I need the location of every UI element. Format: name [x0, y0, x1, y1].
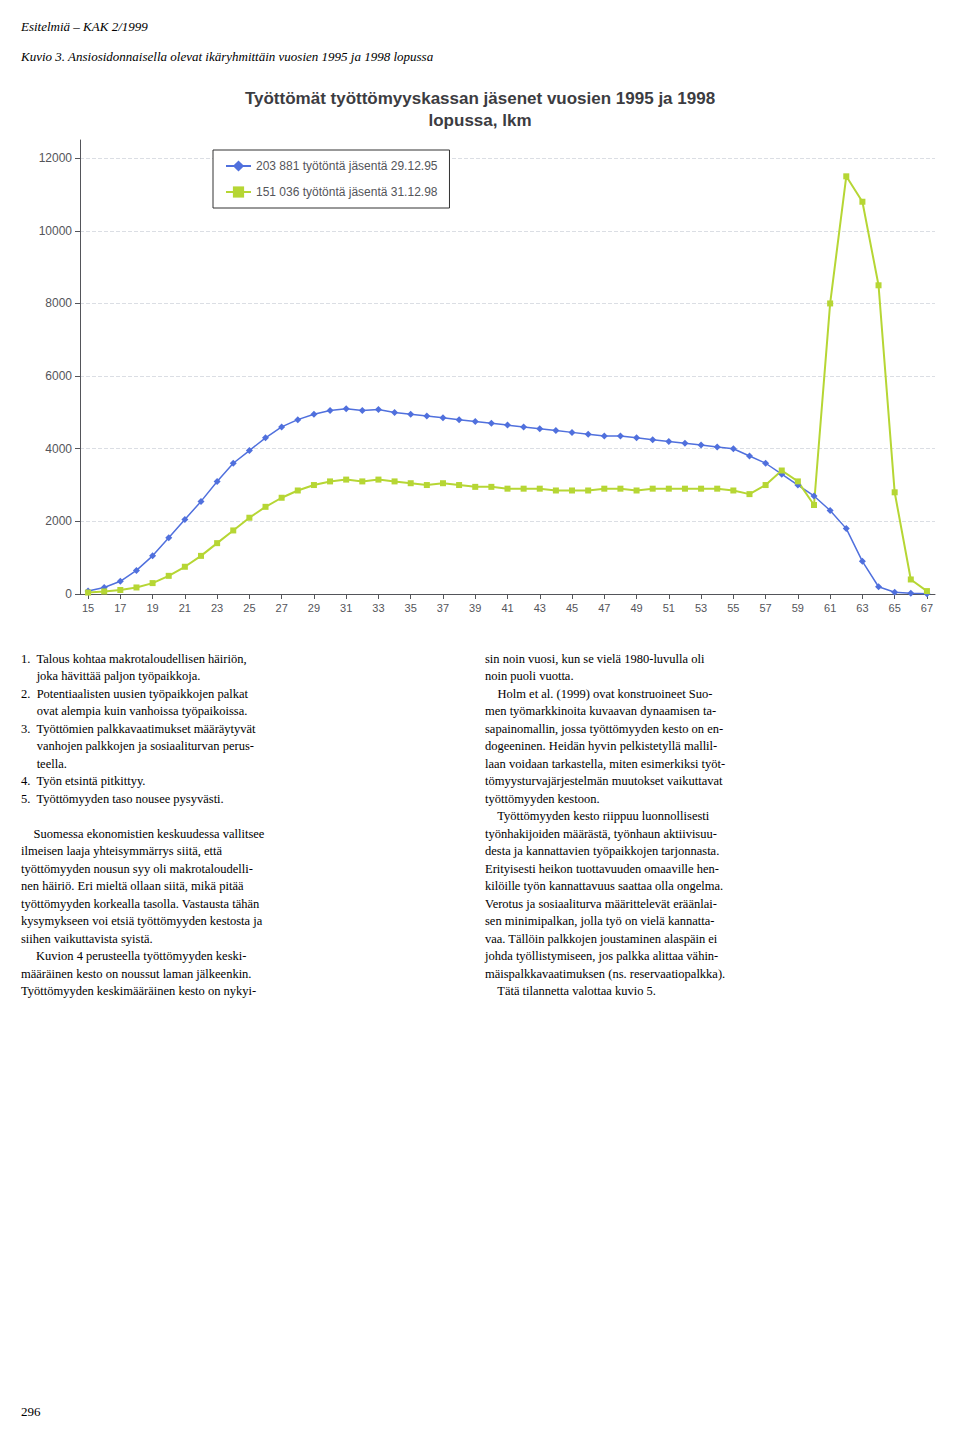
- svg-text:joka hävittää paljon työpaikko: joka hävittää paljon työpaikkoja.: [21, 669, 200, 683]
- svg-text:Kuvio 3. Ansiosidonnaisella ol: Kuvio 3. Ansiosidonnaisella olevat ikäry…: [20, 49, 434, 64]
- svg-text:21: 21: [179, 602, 191, 614]
- svg-text:tömyysturvajärjestelmän muutok: tömyysturvajärjestelmän muutokset vaikut…: [485, 774, 723, 788]
- svg-text:noin puoli vuotta.: noin puoli vuotta.: [485, 669, 574, 683]
- svg-text:nen häiriö. Eri mieltä ollaan: nen häiriö. Eri mieltä ollaan siitä, mik…: [21, 879, 244, 893]
- svg-text:35: 35: [405, 602, 417, 614]
- svg-text:8000: 8000: [45, 296, 72, 310]
- svg-text:Työttömyyden keskimääräinen ke: Työttömyyden keskimääräinen kesto on nyk…: [21, 984, 256, 998]
- svg-text:sapainomallin, jossa työttömyy: sapainomallin, jossa työttömyyden kesto …: [485, 722, 723, 736]
- svg-text:desta ja kannattavien työpaikk: desta ja kannattavien työpaikkojen tarjo…: [485, 844, 719, 858]
- svg-text:dogeeninen. Heidän hyvin pelki: dogeeninen. Heidän hyvin pelkistetyllä m…: [485, 739, 717, 753]
- svg-text:47: 47: [598, 602, 610, 614]
- svg-text:41: 41: [501, 602, 513, 614]
- svg-text:296: 296: [21, 1404, 41, 1419]
- svg-text:kilöille työn kannattavuus saa: kilöille työn kannattavuus saattaa olla …: [485, 879, 723, 893]
- svg-text:laan voidaan tarkastella, mite: laan voidaan tarkastella, miten esimerki…: [485, 757, 725, 771]
- svg-text:61: 61: [824, 602, 836, 614]
- svg-text:siihen vaikuttavista syistä.: siihen vaikuttavista syistä.: [21, 932, 153, 946]
- svg-text:Tätä tilannetta valottaa kuvio: Tätä tilannetta valottaa kuvio 5.: [485, 984, 656, 998]
- svg-text:67: 67: [921, 602, 933, 614]
- svg-text:Kuvion 4 perusteella työttömyy: Kuvion 4 perusteella työttömyyden keski-: [21, 949, 246, 963]
- svg-text:sin noin vuosi, kun se vielä 1: sin noin vuosi, kun se vielä 1980-luvull…: [485, 652, 705, 666]
- svg-text:23: 23: [211, 602, 223, 614]
- svg-text:1. Talous kohtaa makrotaloude: 1. Talous kohtaa makrotaloudellisen häir…: [21, 652, 247, 666]
- svg-text:19: 19: [146, 602, 158, 614]
- svg-text:6000: 6000: [45, 369, 72, 383]
- svg-text:151 036 työtöntä jäsentä 31.12: 151 036 työtöntä jäsentä 31.12.98: [256, 185, 438, 199]
- svg-text:sen minimipalkan, jolla työ on: sen minimipalkan, jolla työ on vielä kan…: [485, 914, 714, 928]
- svg-text:lopussa, lkm: lopussa, lkm: [429, 111, 532, 130]
- svg-text:39: 39: [469, 602, 481, 614]
- svg-text:kysymykseen voi etsiä työttömy: kysymykseen voi etsiä työttömyyden kesto…: [21, 914, 263, 928]
- svg-text:59: 59: [792, 602, 804, 614]
- svg-text:57: 57: [759, 602, 771, 614]
- svg-text:ovat alempia kuin vanhoissa ty: ovat alempia kuin vanhoissa työpaikoissa…: [21, 704, 247, 718]
- svg-text:31: 31: [340, 602, 352, 614]
- svg-text:johda työllistymiseen, jos pal: johda työllistymiseen, jos palkka alitta…: [484, 949, 718, 963]
- svg-text:10000: 10000: [39, 224, 73, 238]
- svg-text:17: 17: [114, 602, 126, 614]
- svg-text:203 881 työtöntä jäsentä 29.12: 203 881 työtöntä jäsentä 29.12.95: [256, 159, 438, 173]
- svg-text:teella.: teella.: [21, 757, 67, 771]
- svg-text:29: 29: [308, 602, 320, 614]
- svg-text:4. Työn etsintä pitkittyy.: 4. Työn etsintä pitkittyy.: [21, 774, 145, 788]
- svg-text:vanhojen palkkojen ja sosiaali: vanhojen palkkojen ja sosiaaliturvan per…: [21, 739, 254, 753]
- svg-text:5. Työttömyyden taso nousee p: 5. Työttömyyden taso nousee pysyvästi.: [21, 792, 224, 806]
- svg-text:27: 27: [276, 602, 288, 614]
- svg-text:37: 37: [437, 602, 449, 614]
- svg-text:Holm et al. (1999) ovat konstr: Holm et al. (1999) ovat konstruoineet Su…: [485, 687, 712, 701]
- svg-text:49: 49: [630, 602, 642, 614]
- svg-text:mäispalkkavaatimuksen (ns. res: mäispalkkavaatimuksen (ns. reservaatiopa…: [485, 967, 725, 981]
- svg-text:53: 53: [695, 602, 707, 614]
- svg-text:Esitelmiä – KAK 2/1999: Esitelmiä – KAK 2/1999: [20, 19, 148, 34]
- svg-text:men työmarkkinoita kuvaavan dy: men työmarkkinoita kuvaavan dynaamisen t…: [485, 704, 716, 718]
- svg-text:0: 0: [65, 587, 72, 601]
- svg-text:43: 43: [534, 602, 546, 614]
- svg-text:15: 15: [82, 602, 94, 614]
- svg-text:3. Työttömien palkkavaatimuks: 3. Työttömien palkkavaatimukset määräyty…: [21, 722, 256, 736]
- svg-text:Työttömyyden kesto riippuu luo: Työttömyyden kesto riippuu luonnollisest…: [485, 809, 710, 823]
- svg-text:Suomessa ekonomistien keskuude: Suomessa ekonomistien keskuudessa vallit…: [21, 827, 265, 841]
- svg-text:määräinen kesto on noussut lam: määräinen kesto on noussut laman jälkeen…: [21, 967, 252, 981]
- svg-text:63: 63: [856, 602, 868, 614]
- svg-text:Verotus ja sosiaaliturva määri: Verotus ja sosiaaliturva määrittelevät e…: [485, 897, 717, 911]
- svg-text:33: 33: [372, 602, 384, 614]
- svg-text:55: 55: [727, 602, 739, 614]
- svg-text:Työttömät työttömyyskassan jäs: Työttömät työttömyyskassan jäsenet vuosi…: [245, 89, 715, 108]
- svg-text:työttömyyden kestoon.: työttömyyden kestoon.: [485, 792, 600, 806]
- svg-text:Erityisesti heikon tuottavuude: Erityisesti heikon tuottavuuden omaavill…: [485, 862, 719, 876]
- svg-text:65: 65: [889, 602, 901, 614]
- svg-text:2000: 2000: [45, 514, 72, 528]
- svg-text:51: 51: [663, 602, 675, 614]
- svg-text:ilmeisen laaja yhteisymmärrys: ilmeisen laaja yhteisymmärrys siitä, ett…: [21, 844, 222, 858]
- svg-text:työttömyyden korkealla tasolla: työttömyyden korkealla tasolla. Vastaust…: [21, 897, 260, 911]
- svg-text:45: 45: [566, 602, 578, 614]
- svg-text:työttömyyden nousun syy oli ma: työttömyyden nousun syy oli makrotaloude…: [21, 862, 253, 876]
- svg-text:4000: 4000: [45, 442, 72, 456]
- svg-text:vaa. Tällöin palkkojen joustam: vaa. Tällöin palkkojen joustaminen alasp…: [485, 932, 718, 946]
- svg-text:12000: 12000: [39, 151, 73, 165]
- svg-text:25: 25: [243, 602, 255, 614]
- svg-text:2. Potentiaalisten uusien työ: 2. Potentiaalisten uusien työpaikkojen p…: [21, 687, 249, 701]
- svg-text:työnhakijoiden määrästä, työnh: työnhakijoiden määrästä, työnhaun aktiiv…: [485, 827, 717, 841]
